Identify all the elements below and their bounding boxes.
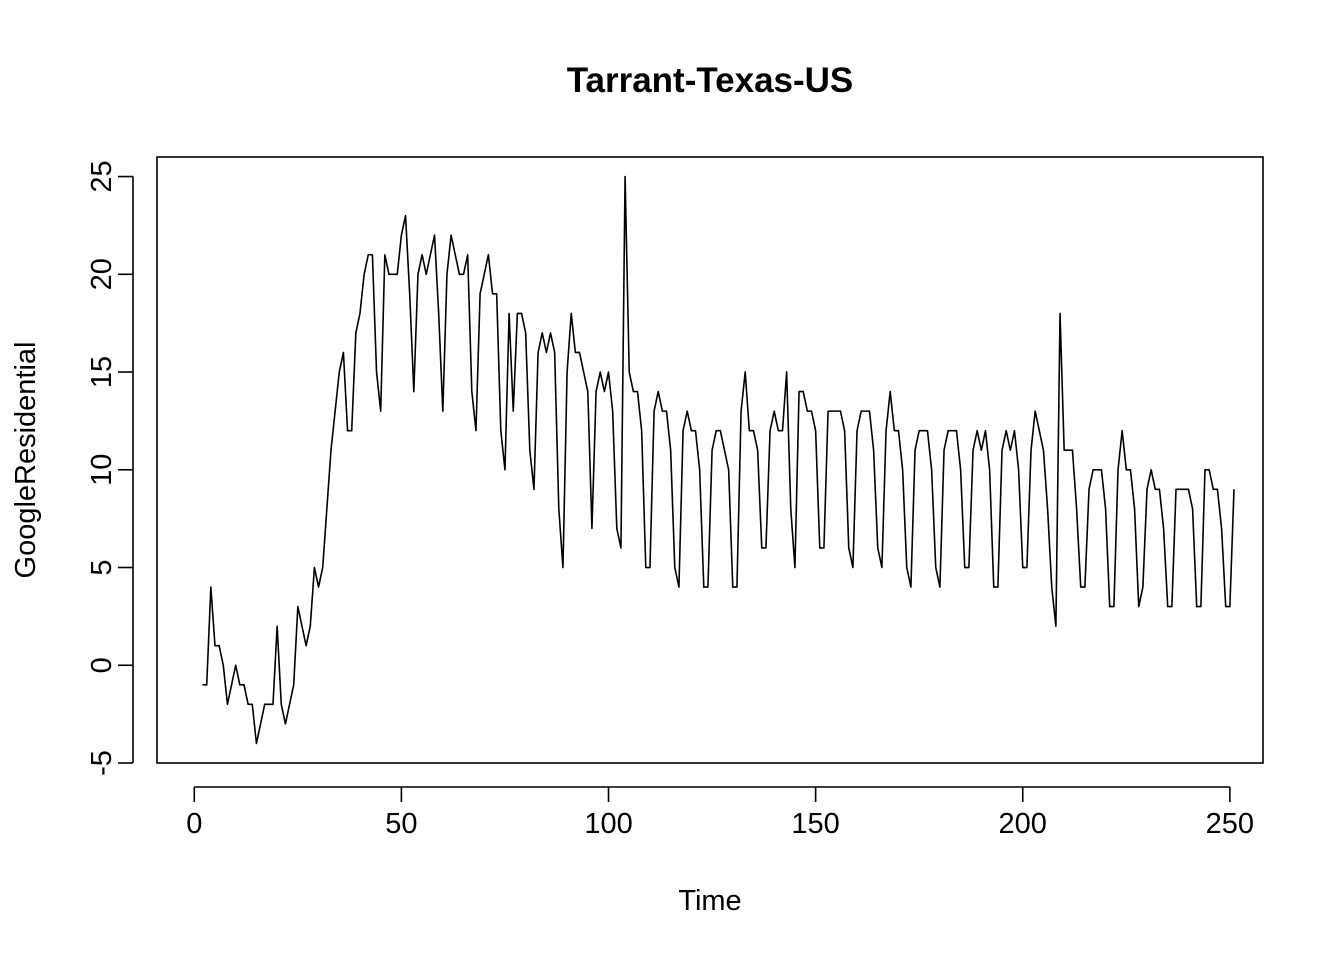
series-line <box>202 175 1235 745</box>
y-axis-label: GoogleResidential <box>10 342 42 579</box>
y-tick-label: 15 <box>86 356 118 388</box>
x-axis-label: Time <box>678 885 741 917</box>
y-tick-label: 5 <box>86 559 118 575</box>
plot-frame <box>156 156 1264 764</box>
x-tick-label: 100 <box>584 808 632 840</box>
x-tick-label: 50 <box>385 808 417 840</box>
x-tick-label: 200 <box>999 808 1047 840</box>
x-axis: 0 50 100 150 200 250 <box>186 786 1254 840</box>
y-tick-label: 0 <box>86 657 118 673</box>
y-tick-label: 10 <box>86 454 118 486</box>
x-tick-label: 150 <box>791 808 839 840</box>
y-tick-label: 25 <box>86 160 118 192</box>
x-tick-label: 250 <box>1206 808 1254 840</box>
y-axis: -5 0 5 10 15 20 25 <box>86 160 134 776</box>
x-tick-label: 0 <box>186 808 202 840</box>
chart-title: Tarrant-Texas-US <box>567 61 854 100</box>
y-tick-label: 20 <box>86 258 118 290</box>
y-tick-label: -5 <box>86 750 118 776</box>
